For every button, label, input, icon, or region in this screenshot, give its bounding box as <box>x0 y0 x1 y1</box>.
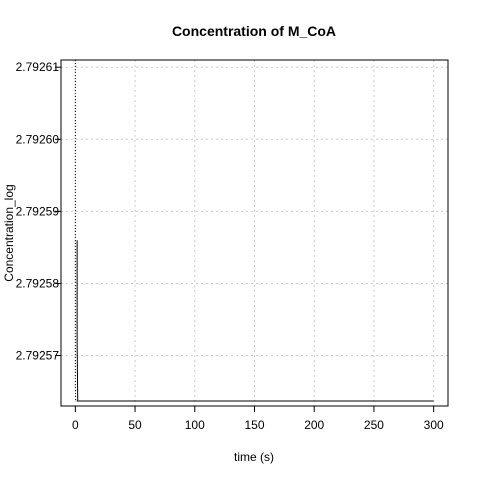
x-axis: 0 50 100 150 200 250 300 <box>72 406 444 432</box>
x-tick-label: 250 <box>364 418 384 432</box>
y-axis: 2.79257 2.79258 2.79259 2.79260 2.79261 <box>16 60 61 363</box>
x-tick-label: 100 <box>185 418 205 432</box>
grid <box>61 60 448 406</box>
y-tick-label: 2.79257 <box>16 349 60 363</box>
x-tick-label: 150 <box>244 418 264 432</box>
series-line-dotted <box>74 60 434 402</box>
y-tick-label: 2.79259 <box>16 204 60 218</box>
y-tick-label: 2.79258 <box>16 276 60 290</box>
x-axis-label: time (s) <box>234 450 274 464</box>
x-tick-label: 200 <box>304 418 324 432</box>
y-tick-label: 2.79260 <box>16 132 60 146</box>
x-tick-label: 300 <box>424 418 444 432</box>
x-tick-label: 0 <box>72 418 79 432</box>
x-tick-label: 50 <box>128 418 142 432</box>
y-tick-label: 2.79261 <box>16 60 60 74</box>
series-line-solid <box>76 240 434 402</box>
series-layer <box>74 60 434 402</box>
y-axis-label: Concentration_log <box>2 184 16 281</box>
chart-title: Concentration of M_CoA <box>172 23 336 39</box>
